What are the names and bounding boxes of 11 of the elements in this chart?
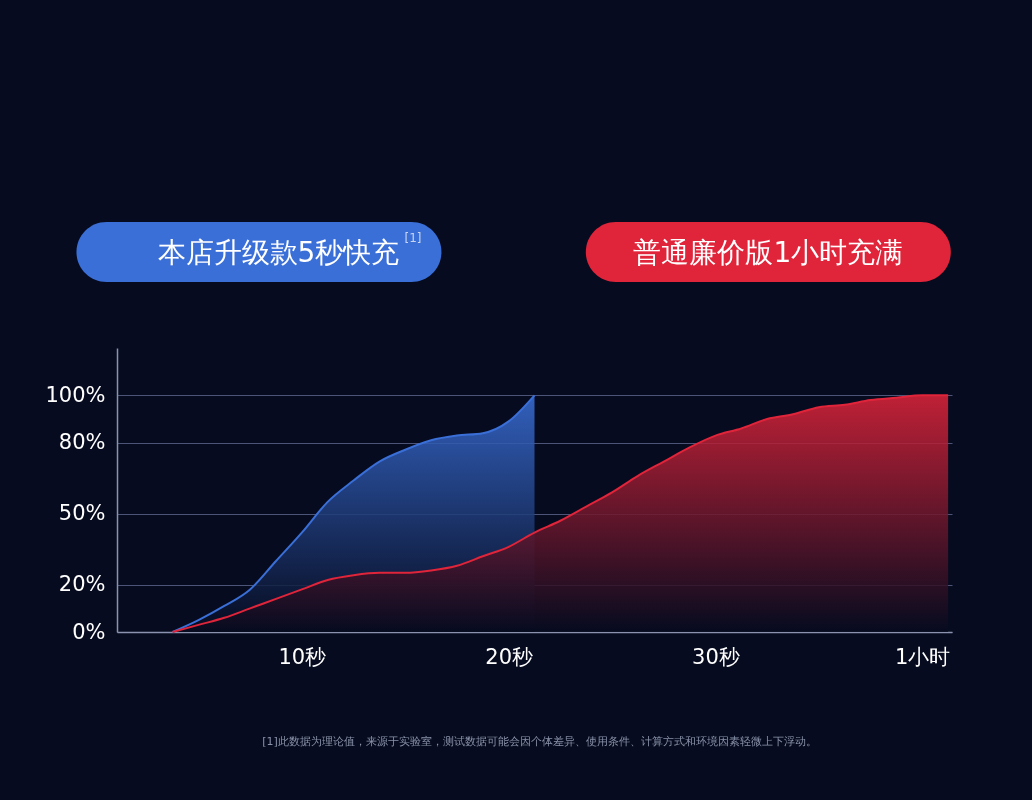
y-tick-label: 50% bbox=[58, 501, 106, 526]
x-tick-label: 20秒 bbox=[485, 644, 534, 669]
text: [1]此数据为理论值，来源于实验室，测试数据可能会因个体差异、使用条件、计算方式和环境因素轻微上下浮动。 bbox=[262, 735, 817, 748]
y-tick-label: 0% bbox=[72, 619, 106, 644]
y-tick-label: 80% bbox=[58, 430, 106, 455]
text: 普通廉价版1小时充满 bbox=[633, 236, 904, 269]
x-tick-label: 30秒 bbox=[692, 644, 740, 669]
y-tick-label: 100% bbox=[45, 382, 106, 407]
x-tick-label: 1小时 bbox=[895, 644, 951, 669]
x-tick-label: 10秒 bbox=[278, 644, 327, 669]
y-tick-label: 20% bbox=[58, 572, 106, 597]
